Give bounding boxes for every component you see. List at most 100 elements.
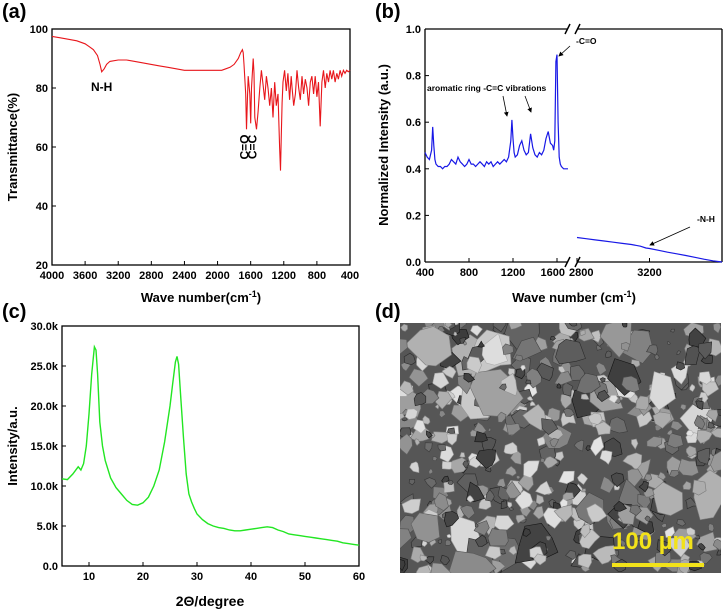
sem-particle <box>475 449 496 469</box>
sem-particle <box>698 341 713 360</box>
raman-y-tick-label: 0.8 <box>406 71 421 83</box>
sem-particle <box>487 528 509 547</box>
raman-series-low-line <box>424 54 568 170</box>
sem-particle <box>595 344 603 351</box>
sem-particle <box>400 559 406 572</box>
sem-particle <box>401 498 421 514</box>
sem-particle <box>558 470 575 485</box>
sem-particle <box>712 538 721 551</box>
sem-particle <box>514 490 534 510</box>
sem-particle <box>607 416 628 434</box>
sem-particle <box>529 401 536 407</box>
sem-particle <box>404 408 418 420</box>
sem-particle <box>579 329 586 337</box>
sem-particle <box>508 545 518 556</box>
sem-particle <box>660 523 667 529</box>
sem-particle <box>514 354 523 362</box>
sem-particle <box>516 475 521 480</box>
sem-particle <box>424 442 433 453</box>
ftir-x-tick-label: 2800 <box>139 270 163 282</box>
sem-particle <box>414 438 421 446</box>
sem-particle <box>400 338 408 355</box>
sem-particle <box>706 409 719 423</box>
sem-particle <box>441 365 457 379</box>
sem-particle <box>685 497 698 510</box>
raman-x-tick-label: 400 <box>416 267 434 279</box>
ftir-x-tick-label: 1200 <box>272 270 296 282</box>
sem-particle <box>447 427 456 435</box>
sem-particle <box>466 495 475 503</box>
sem-particle <box>469 429 478 437</box>
sem-particle <box>652 481 684 516</box>
sem-particle <box>554 451 565 462</box>
sem-particle <box>453 331 458 337</box>
sem-particle <box>675 361 686 371</box>
ftir-x-tick-label: 4000 <box>40 270 64 282</box>
sem-particle <box>419 554 428 562</box>
sem-particle <box>491 559 506 573</box>
sem-particle <box>573 439 585 452</box>
sem-particle <box>459 337 467 344</box>
sem-particle <box>564 323 583 331</box>
panel-label-a: (a) <box>2 1 26 23</box>
sem-particle <box>432 456 438 462</box>
sem-particle <box>522 403 547 431</box>
sem-particle <box>477 340 485 348</box>
sem-particle <box>485 489 495 502</box>
sem-particle <box>646 344 659 356</box>
sem-particle <box>562 492 575 502</box>
ftir-annotation-co: C=O <box>237 134 251 159</box>
sem-particle <box>636 411 653 428</box>
sem-particle <box>577 553 592 569</box>
raman-xlabel-main: Wave number (cm <box>512 290 624 305</box>
sem-particle <box>621 375 640 393</box>
sem-particle <box>565 550 577 560</box>
panel-label-c: (c) <box>2 301 26 323</box>
sem-particle <box>629 504 642 516</box>
sem-particle <box>605 350 612 358</box>
sem-particle <box>447 480 454 485</box>
sem-particle <box>522 527 531 537</box>
sem-particle <box>667 432 684 449</box>
sem-particle <box>581 488 587 493</box>
raman-arrow-aromatic-2 <box>524 95 532 113</box>
sem-particle <box>652 411 672 429</box>
sem-particle <box>621 323 628 328</box>
raman-y-tick-label: 0.4 <box>406 164 422 176</box>
xrd-series-line <box>61 344 360 546</box>
sem-particle <box>497 411 507 423</box>
ftir-x-tick-label: 400 <box>341 270 359 282</box>
raman-series-high-line <box>576 236 723 263</box>
sem-particle <box>677 458 699 477</box>
sem-particle <box>481 332 508 366</box>
sem-particle <box>696 429 714 444</box>
xrd-y-tick-label: 20.0k <box>30 401 58 413</box>
sem-particle <box>432 372 450 389</box>
xrd-x-axis-label: 2Θ/degree <box>176 593 245 609</box>
sem-particle <box>535 494 545 505</box>
sem-particle <box>400 323 408 332</box>
sem-particle <box>500 500 508 510</box>
sem-particle <box>505 480 522 499</box>
sem-particles <box>400 323 721 573</box>
ftir-y-tick-label: 20 <box>36 260 48 272</box>
sem-particle <box>474 522 479 528</box>
sem-particle <box>523 460 540 479</box>
sem-particle <box>463 372 476 383</box>
panel-label-d: (d) <box>375 301 401 323</box>
ftir-y-tick-label: 100 <box>30 24 48 36</box>
ftir-chart: 4000 3600 3200 2800 2400 2000 1600 1200 800 400 2… <box>5 24 359 305</box>
sem-particle <box>682 480 692 491</box>
sem-particle <box>644 515 651 522</box>
sem-particle <box>592 545 617 565</box>
sem-particle <box>403 352 416 366</box>
sem-particle <box>635 395 649 411</box>
sem-particle <box>539 457 545 463</box>
sem-particle <box>509 507 515 511</box>
sem-particle <box>510 449 522 465</box>
sem-particle <box>613 500 627 512</box>
raman-x-tick-label: 3200 <box>637 267 661 279</box>
xrd-x-tick-label: 10 <box>83 571 95 583</box>
sem-particle <box>599 450 613 465</box>
